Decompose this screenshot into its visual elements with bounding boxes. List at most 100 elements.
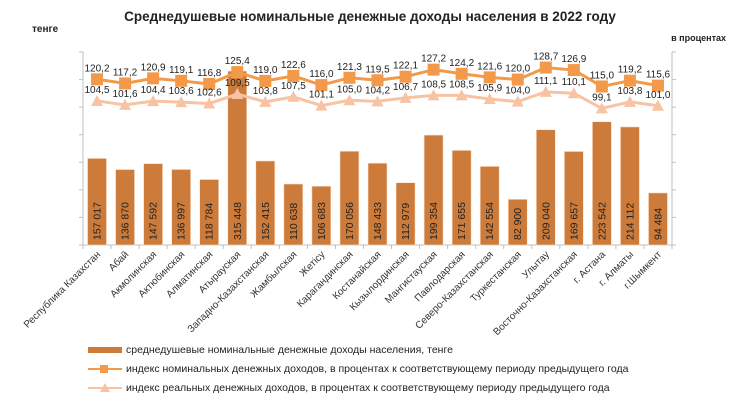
real-index-marker <box>175 96 188 108</box>
legend-item-real-index: индекс реальных денежных доходов, в проц… <box>88 378 628 397</box>
real-index-marker <box>203 97 216 109</box>
bar <box>648 192 668 246</box>
nominal-index-marker <box>511 73 524 86</box>
nominal-index-label: 117,2 <box>113 67 138 78</box>
real-index-marker <box>343 94 356 106</box>
bar <box>115 169 135 246</box>
real-index-marker <box>287 90 300 102</box>
real-index-marker <box>371 95 384 107</box>
bar-value-label: 106 683 <box>316 202 328 240</box>
real-index-marker <box>315 99 328 111</box>
nominal-index-marker <box>567 64 580 77</box>
bar <box>339 150 360 246</box>
nominal-index-label: 122,1 <box>393 61 418 72</box>
nominal-index-label: 119,2 <box>618 65 643 76</box>
nominal-index-marker <box>119 77 132 90</box>
real-index-marker <box>147 95 160 107</box>
nominal-index-label: 116,0 <box>309 69 334 80</box>
nominal-index-marker <box>371 74 384 87</box>
nominal-index-label: 119,5 <box>365 64 390 75</box>
right-axis-unit-label: в процентах <box>671 33 726 43</box>
real-index-label: 108,5 <box>449 79 474 90</box>
bar <box>564 151 584 246</box>
bar <box>592 121 612 246</box>
legend-triangle-marker-icon <box>88 382 122 394</box>
chart-title: Среднедушевые номинальные денежные доход… <box>124 9 616 24</box>
legend-label: среднедушевые номинальные денежные доход… <box>126 343 453 356</box>
nominal-index-marker <box>455 67 468 80</box>
bar <box>143 163 163 246</box>
nominal-index-label: 128,7 <box>533 52 558 63</box>
real-index-marker <box>455 89 468 101</box>
nominal-index-marker <box>175 74 188 87</box>
nominal-index-marker <box>427 63 440 76</box>
real-index-label: 105,0 <box>337 84 362 95</box>
real-index-label: 105,9 <box>477 83 502 94</box>
bar-value-label: 199 354 <box>428 202 440 240</box>
bar <box>171 169 191 246</box>
nominal-index-label: 120,9 <box>141 62 166 73</box>
real-index-marker <box>651 99 664 111</box>
bar-value-label: 136 870 <box>120 202 132 240</box>
real-index-label: 107,5 <box>281 81 306 92</box>
legend-item-nominal-index: индекс номинальных денежных доходов, в п… <box>88 359 628 378</box>
bar-value-label: 118 784 <box>204 203 216 240</box>
nominal-index-label: 116,8 <box>197 68 222 79</box>
nominal-index-label: 124,2 <box>449 58 474 69</box>
real-index-marker <box>595 102 608 114</box>
real-index-marker <box>119 98 132 110</box>
nominal-index-label: 122,6 <box>281 60 306 71</box>
legend-square-marker-icon <box>88 363 122 375</box>
nominal-index-label: 126,9 <box>561 54 586 65</box>
nominal-index-marker <box>651 79 664 92</box>
nominal-index-marker <box>343 71 356 84</box>
nominal-index-marker <box>91 73 104 86</box>
bar-value-label: 94 484 <box>652 208 664 240</box>
legend-bar-swatch <box>88 344 122 356</box>
bar <box>87 158 107 246</box>
real-index-marker <box>511 95 524 107</box>
bar-value-label: 214 112 <box>624 203 636 240</box>
real-index-marker <box>399 91 412 103</box>
real-index-marker <box>483 93 496 105</box>
real-index-label: 102,6 <box>197 88 222 99</box>
legend: среднедушевые номинальные денежные доход… <box>88 340 628 397</box>
bars-series <box>87 70 668 246</box>
nominal-index-label: 120,2 <box>85 63 110 74</box>
nominal-index-marker <box>231 66 244 79</box>
nominal-index-marker <box>539 61 552 74</box>
bar-value-labels: 157 017 136 870 147 592 136 997 118 784 315 4… <box>92 202 665 240</box>
real-index-marker <box>623 95 636 107</box>
bar <box>479 166 500 246</box>
real-index-label: 103,8 <box>617 86 642 97</box>
bar-value-label: 171 655 <box>456 202 468 240</box>
real-index-label: 103,8 <box>253 86 278 97</box>
real-index-label: 103,6 <box>169 86 194 97</box>
real-index-label: 104,4 <box>141 85 166 96</box>
nominal-index-marker <box>203 77 216 90</box>
bar <box>199 179 220 246</box>
bar <box>395 182 416 246</box>
real-index-label: 104,2 <box>365 85 390 96</box>
real-index-label: 101,0 <box>645 90 670 101</box>
nominal-index-label: 119,0 <box>253 65 278 76</box>
nominal-index-marker <box>623 74 636 87</box>
nominal-index-label: 119,1 <box>169 65 194 76</box>
bar <box>620 126 640 246</box>
bar-value-label: 112 979 <box>400 203 412 240</box>
bar-value-label: 152 415 <box>260 202 272 240</box>
bar <box>283 183 304 246</box>
real-index-label: 106,7 <box>393 82 418 93</box>
bar <box>507 198 528 246</box>
real-index-label: 104,5 <box>85 85 110 96</box>
nominal-index-marker <box>483 71 496 84</box>
legend-label: индекс номинальных денежных доходов, в п… <box>126 362 629 375</box>
nominal-index-label: 125,4 <box>225 56 250 67</box>
nominal-index-marker <box>595 80 608 93</box>
bar <box>367 162 388 246</box>
real-index-marker <box>427 89 440 101</box>
nominal-index-label: 121,3 <box>337 62 362 73</box>
real-index-marker <box>539 85 552 97</box>
bar-value-label: 136 997 <box>176 202 188 240</box>
